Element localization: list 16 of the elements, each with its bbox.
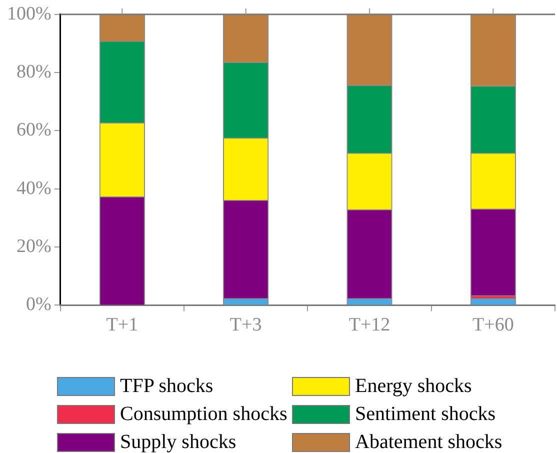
y-tick-label: 40%	[16, 178, 52, 199]
legend-label: Sentiment shocks	[355, 402, 496, 426]
y-tick-label: 80%	[16, 62, 52, 83]
y-tick-label: 100%	[7, 3, 52, 24]
legend-label: Consumption shocks	[120, 402, 288, 426]
x-tick-label: T+3	[230, 314, 262, 336]
legend-label: Abatement shocks	[355, 430, 502, 453]
x-tick-label: T+60	[472, 314, 514, 336]
legend-label: Supply shocks	[120, 430, 236, 453]
legend-label: Energy shocks	[355, 374, 472, 398]
y-tick-label: 0%	[26, 294, 52, 316]
y-tick-label: 60%	[16, 120, 52, 141]
x-tick-label: T+12	[348, 314, 390, 336]
legend-label: TFP shocks	[120, 374, 214, 398]
y-tick-label: 20%	[16, 236, 52, 258]
x-tick-label: T+1	[106, 314, 138, 336]
